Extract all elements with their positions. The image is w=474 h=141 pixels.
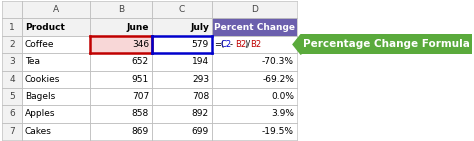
Bar xyxy=(152,36,212,53)
Text: 346: 346 xyxy=(132,40,149,49)
Text: -: - xyxy=(230,40,233,49)
Text: Coffee: Coffee xyxy=(25,40,55,49)
Text: 3: 3 xyxy=(9,57,15,66)
Text: Bagels: Bagels xyxy=(25,92,55,101)
Bar xyxy=(2,70,22,88)
Bar xyxy=(152,1,212,18)
Text: -19.5%: -19.5% xyxy=(262,127,294,136)
Text: 3.9%: 3.9% xyxy=(271,109,294,118)
Text: Percentage Change Formula: Percentage Change Formula xyxy=(303,39,470,49)
Text: July: July xyxy=(190,23,209,32)
Text: Cookies: Cookies xyxy=(25,75,60,84)
Bar xyxy=(212,1,297,18)
Text: 7: 7 xyxy=(9,127,15,136)
Bar xyxy=(22,123,90,140)
Text: 0.0%: 0.0% xyxy=(271,92,294,101)
Text: 699: 699 xyxy=(192,127,209,136)
Text: A: A xyxy=(53,5,59,14)
Text: 858: 858 xyxy=(132,109,149,118)
Text: 652: 652 xyxy=(132,57,149,66)
Bar xyxy=(90,88,152,105)
Bar xyxy=(90,105,152,123)
Bar xyxy=(90,70,152,88)
Bar xyxy=(2,18,22,36)
Text: 707: 707 xyxy=(132,92,149,101)
Text: 4: 4 xyxy=(9,75,15,84)
Bar xyxy=(152,18,212,36)
Text: 293: 293 xyxy=(192,75,209,84)
Bar xyxy=(90,53,152,70)
Bar xyxy=(2,1,22,18)
Bar xyxy=(22,88,90,105)
Text: -70.3%: -70.3% xyxy=(262,57,294,66)
Text: Percent Change: Percent Change xyxy=(214,23,295,32)
Text: B2: B2 xyxy=(235,40,246,49)
Bar xyxy=(212,123,297,140)
Text: Cakes: Cakes xyxy=(25,127,52,136)
Bar xyxy=(152,53,212,70)
Bar xyxy=(90,1,152,18)
Text: 869: 869 xyxy=(132,127,149,136)
Bar xyxy=(22,1,90,18)
Bar xyxy=(90,18,152,36)
Bar xyxy=(152,123,212,140)
Text: 2: 2 xyxy=(9,40,15,49)
Text: -69.2%: -69.2% xyxy=(262,75,294,84)
Bar xyxy=(2,53,22,70)
Polygon shape xyxy=(293,34,301,54)
Text: Product: Product xyxy=(25,23,65,32)
Text: 194: 194 xyxy=(192,57,209,66)
Text: D: D xyxy=(251,5,258,14)
Text: 579: 579 xyxy=(192,40,209,49)
Bar xyxy=(212,88,297,105)
Bar xyxy=(2,36,22,53)
Bar xyxy=(2,88,22,105)
Text: Apples: Apples xyxy=(25,109,55,118)
Bar xyxy=(212,70,297,88)
Bar xyxy=(2,123,22,140)
Bar xyxy=(22,53,90,70)
Bar xyxy=(2,105,22,123)
Bar xyxy=(22,18,90,36)
Bar xyxy=(212,36,297,53)
Bar xyxy=(22,105,90,123)
Text: Tea: Tea xyxy=(25,57,40,66)
Text: B: B xyxy=(118,5,124,14)
Text: =(: =( xyxy=(214,40,224,49)
Text: 951: 951 xyxy=(132,75,149,84)
Bar xyxy=(90,36,152,53)
Text: 708: 708 xyxy=(192,92,209,101)
Bar xyxy=(152,88,212,105)
Bar xyxy=(22,36,90,53)
Text: 892: 892 xyxy=(192,109,209,118)
Text: )/: )/ xyxy=(244,40,250,49)
Text: June: June xyxy=(127,23,149,32)
Bar xyxy=(212,53,297,70)
Bar xyxy=(212,105,297,123)
Text: B2: B2 xyxy=(250,40,261,49)
Text: 6: 6 xyxy=(9,109,15,118)
Text: 5: 5 xyxy=(9,92,15,101)
Text: C: C xyxy=(179,5,185,14)
Bar xyxy=(90,123,152,140)
Bar xyxy=(22,70,90,88)
Bar xyxy=(152,105,212,123)
Text: 1: 1 xyxy=(9,23,15,32)
Bar xyxy=(212,18,297,36)
Text: C2: C2 xyxy=(221,40,232,49)
Bar xyxy=(301,34,472,54)
Bar xyxy=(152,70,212,88)
